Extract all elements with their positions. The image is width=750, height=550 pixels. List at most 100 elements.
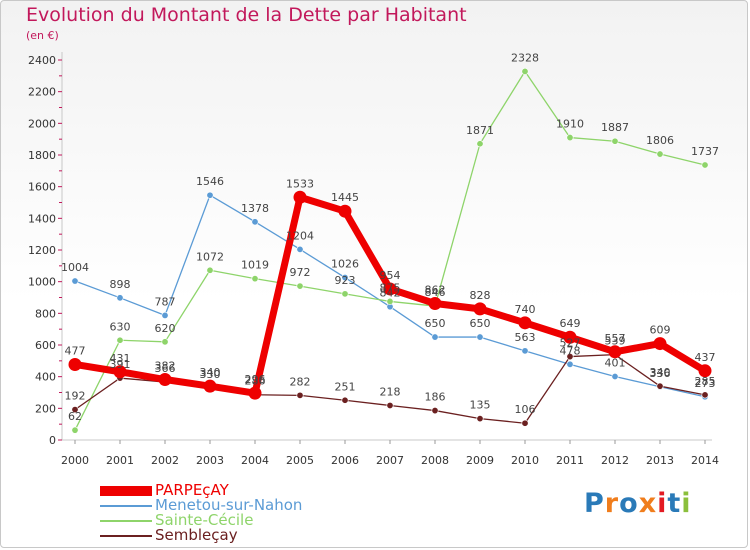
- data-label-0: 1533: [286, 177, 314, 190]
- series-point-2: [116, 336, 124, 344]
- series-point-1: [431, 333, 439, 341]
- logo-letter: i: [681, 488, 692, 519]
- data-label-1: 273: [695, 377, 716, 390]
- y-tick-label: 1400: [28, 212, 56, 225]
- proxiti-logo: Proxiti: [584, 488, 692, 519]
- series-point-0: [653, 337, 667, 351]
- series-point-0: [338, 204, 352, 218]
- chart-legend: PARPEçAY Menetou-sur-Nahon Sainte-Cécile…: [100, 483, 302, 543]
- data-label-2: 1871: [466, 124, 494, 137]
- data-label-1: 1004: [61, 261, 89, 274]
- data-label-0: 609: [650, 324, 671, 337]
- series-point-1: [206, 191, 214, 199]
- data-label-2: 620: [155, 322, 176, 335]
- data-label-3: 135: [470, 399, 491, 412]
- series-point-0: [158, 373, 172, 387]
- series-point-2: [521, 67, 529, 75]
- legend-swatch-parpecay: [100, 485, 152, 496]
- x-tick-label: 2003: [196, 454, 224, 467]
- x-tick-label: 2006: [331, 454, 359, 467]
- data-label-2: 846: [425, 286, 446, 299]
- series-point-2: [386, 297, 394, 305]
- series-point-1: [296, 245, 304, 253]
- data-label-1: 1378: [241, 202, 269, 215]
- y-tick-label: 2400: [28, 54, 56, 67]
- data-label-1: 898: [110, 278, 131, 291]
- legend-swatch-semblecay: [100, 534, 152, 537]
- x-tick-label: 2004: [241, 454, 269, 467]
- series-point-0: [203, 379, 217, 393]
- series-point-3: [341, 396, 349, 404]
- legend-label-menetou: Menetou-sur-Nahon: [155, 496, 303, 514]
- y-tick-label: 400: [35, 371, 56, 384]
- data-label-2: 972: [290, 266, 311, 279]
- x-tick-label: 2011: [556, 454, 584, 467]
- series-point-1: [116, 294, 124, 302]
- series-point-0: [383, 282, 397, 296]
- series-point-0: [248, 386, 262, 400]
- series-point-3: [296, 391, 304, 399]
- series-point-0: [473, 302, 487, 316]
- series-point-3: [431, 407, 439, 415]
- series-point-0: [698, 364, 712, 378]
- data-label-3: 340: [650, 366, 671, 379]
- legend-swatch-menetou: [100, 504, 152, 507]
- logo-letter: x: [638, 488, 658, 519]
- y-tick-label: 2000: [28, 117, 56, 130]
- data-label-2: 2328: [511, 51, 539, 64]
- data-label-3: 539: [605, 335, 626, 348]
- data-label-3: 391: [110, 358, 131, 371]
- data-label-1: 1546: [196, 175, 224, 188]
- data-label-3: 527: [560, 337, 581, 350]
- logo-letter: i: [657, 488, 668, 519]
- x-tick-label: 2010: [511, 454, 539, 467]
- data-label-0: 296: [245, 373, 266, 386]
- data-label-0: 649: [560, 317, 581, 330]
- data-label-2: 1019: [241, 259, 269, 272]
- data-label-2: 1072: [196, 250, 224, 263]
- series-point-0: [68, 357, 82, 371]
- x-tick-label: 2005: [286, 454, 314, 467]
- data-label-3: 285: [695, 375, 716, 388]
- data-label-2: 1806: [646, 134, 674, 147]
- data-label-3: 286: [245, 375, 266, 388]
- data-label-2: 630: [110, 320, 131, 333]
- series-point-0: [428, 297, 442, 311]
- y-tick-label: 800: [35, 307, 56, 320]
- data-label-2: 875: [380, 281, 401, 294]
- y-tick-label: 1000: [28, 276, 56, 289]
- data-label-1: 478: [560, 344, 581, 357]
- series-point-1: [566, 360, 574, 368]
- chart-title: Evolution du Montant de la Dette par Hab…: [26, 4, 467, 26]
- series-point-2: [341, 290, 349, 298]
- x-tick-label: 2009: [466, 454, 494, 467]
- data-label-0: 828: [470, 289, 491, 302]
- data-label-0: 431: [110, 352, 131, 365]
- data-label-1: 1026: [331, 258, 359, 271]
- data-label-3: 218: [380, 385, 401, 398]
- x-tick-label: 2012: [601, 454, 629, 467]
- data-label-1: 1204: [286, 229, 314, 242]
- series-point-0: [113, 365, 127, 379]
- series-point-0: [518, 316, 532, 330]
- series-point-2: [206, 266, 214, 274]
- legend-label-parpecay: PARPEçAY: [155, 481, 229, 499]
- series-point-1: [161, 311, 169, 319]
- data-label-1: 787: [155, 295, 176, 308]
- legend-item-semblecay[interactable]: Sembleçay: [100, 528, 302, 543]
- data-label-1: 842: [380, 287, 401, 300]
- legend-item-sainte-cecile[interactable]: Sainte-Cécile: [100, 513, 302, 528]
- series-point-0: [293, 190, 307, 204]
- data-label-3: 366: [155, 362, 176, 375]
- data-label-1: 336: [650, 367, 671, 380]
- data-label-0: 740: [515, 303, 536, 316]
- logo-letter: o: [619, 488, 639, 519]
- data-label-2: 1910: [556, 118, 584, 131]
- series-point-3: [386, 401, 394, 409]
- legend-item-menetou[interactable]: Menetou-sur-Nahon: [100, 498, 302, 513]
- data-label-1: 650: [425, 317, 446, 330]
- legend-item-parpecay[interactable]: PARPEçAY: [100, 483, 302, 498]
- data-label-0: 340: [200, 366, 221, 379]
